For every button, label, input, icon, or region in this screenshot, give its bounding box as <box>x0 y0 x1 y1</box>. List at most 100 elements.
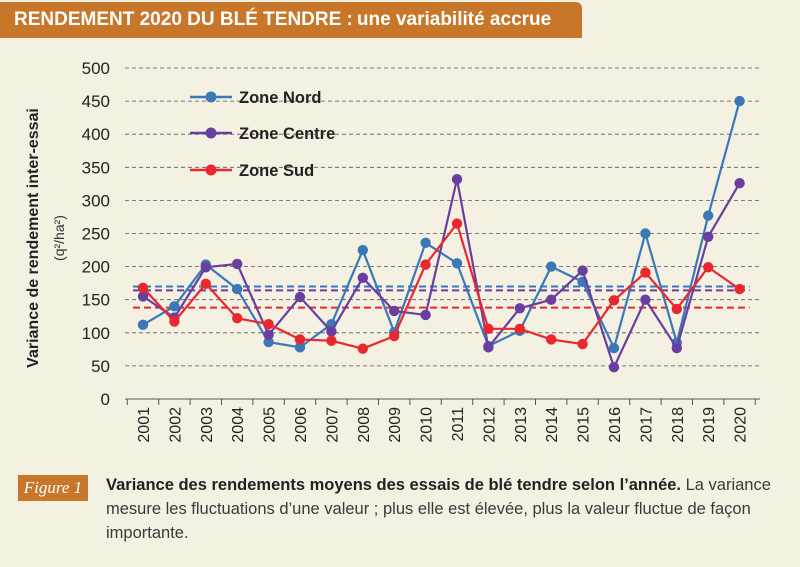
data-point <box>514 323 525 335</box>
data-point <box>232 283 243 295</box>
data-point <box>734 95 745 107</box>
x-tick-label: 2017 <box>638 407 655 443</box>
data-point <box>671 303 682 315</box>
title-bold: RENDEMENT 2020 DU BLÉ TENDRE : <box>14 9 353 30</box>
data-point <box>420 309 431 321</box>
legend-swatch-marker <box>205 91 217 103</box>
data-point <box>608 362 620 373</box>
data-point <box>640 267 651 278</box>
line-chart: 0 50 100 150 200 250 300 350 400 450 500 2001 2002 20… <box>25 59 760 443</box>
y-tick-label: 350 <box>82 158 110 177</box>
caption-text: Variance des rendements moyens des essai… <box>106 473 786 545</box>
x-tick-label: 2009 <box>387 407 404 443</box>
data-point <box>734 177 745 189</box>
caption-bold: Variance des rendements moyens des essai… <box>106 476 682 494</box>
data-point <box>294 342 306 353</box>
legend-label: Zone Sud <box>239 162 314 180</box>
data-point <box>483 323 494 335</box>
legend-item: Zone Nord <box>190 89 322 107</box>
data-point <box>200 278 211 290</box>
data-point <box>263 329 274 340</box>
y-tick-label: 400 <box>82 125 110 144</box>
data-point <box>420 237 431 248</box>
data-point <box>357 343 368 354</box>
y-tick-label: 250 <box>82 225 110 244</box>
x-tick-label: 2013 <box>513 407 530 443</box>
data-point <box>608 295 620 306</box>
y-tick-label: 300 <box>82 191 110 210</box>
data-point <box>577 265 588 276</box>
x-tick-label: 2007 <box>324 407 341 443</box>
data-point <box>326 326 337 337</box>
x-tick-label: 2019 <box>701 407 718 443</box>
data-point <box>483 342 494 353</box>
data-point <box>703 231 714 243</box>
data-point <box>420 259 431 270</box>
figure-label: Figure 1 <box>18 475 88 501</box>
legend-swatch-marker <box>205 164 217 176</box>
series-line <box>142 100 741 352</box>
y-axis-label: Variance de rendement inter-essai <box>25 108 42 368</box>
data-point <box>137 282 149 293</box>
data-point <box>232 258 243 270</box>
y-tick-label: 150 <box>82 291 110 310</box>
data-point <box>357 244 368 256</box>
data-point <box>703 262 714 273</box>
legend-swatch-marker <box>205 127 217 139</box>
data-point <box>514 303 525 314</box>
data-point <box>451 218 463 229</box>
x-tick-label: 2005 <box>262 407 279 443</box>
caption-body: La variance mesure les fluctuations d’un… <box>106 476 771 542</box>
data-point <box>671 342 682 354</box>
series-line <box>142 221 741 350</box>
data-point <box>546 261 557 272</box>
x-tick-label: 2008 <box>356 407 373 443</box>
data-point <box>734 283 745 295</box>
x-tick-label: 2010 <box>419 407 436 443</box>
data-point <box>451 258 463 269</box>
y-tick-label: 200 <box>82 258 110 277</box>
series-lines <box>137 95 745 373</box>
data-point <box>389 330 400 342</box>
x-tick-label: 2006 <box>293 407 310 443</box>
legend-item: Zone Sud <box>190 162 314 180</box>
data-point <box>200 262 211 273</box>
x-tick-label: 2011 <box>450 407 467 442</box>
data-point <box>137 291 149 302</box>
x-tick-label: 2012 <box>481 407 498 443</box>
x-tick-label: 2016 <box>607 407 624 443</box>
data-point <box>294 291 306 303</box>
data-point <box>357 272 368 284</box>
y-tick-label: 50 <box>91 357 110 376</box>
legend-label: Zone Nord <box>239 89 322 107</box>
y-tick-label: 100 <box>82 324 110 343</box>
y-axis-unit: (q²/ha²) <box>51 215 67 261</box>
data-point <box>640 228 651 239</box>
data-point <box>640 294 651 305</box>
data-point <box>546 334 557 345</box>
legend: Zone Nord Zone Centre Zone Sud <box>190 89 335 180</box>
data-point <box>451 174 463 185</box>
data-point <box>326 335 337 346</box>
x-tick-label: 2014 <box>544 407 561 443</box>
x-tick-label: 2001 <box>136 407 153 443</box>
title-rest: une variabilité accrue <box>356 9 552 30</box>
axes: 0 50 100 150 200 250 300 350 400 450 500 2001 2002 20… <box>82 59 760 443</box>
x-tick-label: 2004 <box>230 407 247 443</box>
x-tick-label: 2020 <box>733 407 750 443</box>
legend-label: Zone Centre <box>239 125 335 143</box>
data-point <box>546 294 557 305</box>
data-point <box>389 305 400 317</box>
data-point <box>169 301 180 312</box>
series-line <box>142 178 741 371</box>
title-banner: RENDEMENT 2020 DU BLÉ TENDRE : une varia… <box>0 2 582 38</box>
data-point <box>169 316 180 327</box>
gridlines <box>125 67 760 367</box>
series-zone-sud <box>137 218 745 354</box>
x-tick-label: 2015 <box>576 407 593 443</box>
data-point <box>294 334 306 345</box>
y-tick-label: 450 <box>82 92 110 111</box>
data-point <box>577 338 588 350</box>
x-tick-label: 2018 <box>670 407 687 443</box>
y-tick-label: 0 <box>101 390 110 409</box>
